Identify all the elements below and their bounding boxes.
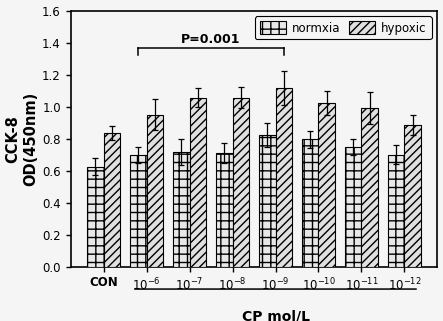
Bar — [404, 125, 421, 267]
Bar — [104, 133, 120, 267]
Bar — [147, 115, 163, 267]
Legend: normxia, hypoxic: normxia, hypoxic — [255, 16, 431, 39]
Bar — [259, 135, 276, 267]
Bar — [173, 152, 190, 267]
Bar — [130, 155, 147, 267]
Bar — [276, 88, 292, 267]
Bar — [345, 147, 361, 267]
Bar — [190, 98, 206, 267]
Bar — [216, 153, 233, 267]
Bar — [388, 155, 404, 267]
Bar — [302, 139, 319, 267]
Bar — [319, 103, 335, 267]
Bar — [361, 108, 378, 267]
Bar — [87, 167, 104, 267]
Y-axis label: CCK-8
OD(450nm): CCK-8 OD(450nm) — [6, 91, 38, 186]
Bar — [233, 98, 249, 267]
Text: CP mol/L: CP mol/L — [241, 310, 310, 321]
Text: P=0.001: P=0.001 — [181, 33, 241, 46]
